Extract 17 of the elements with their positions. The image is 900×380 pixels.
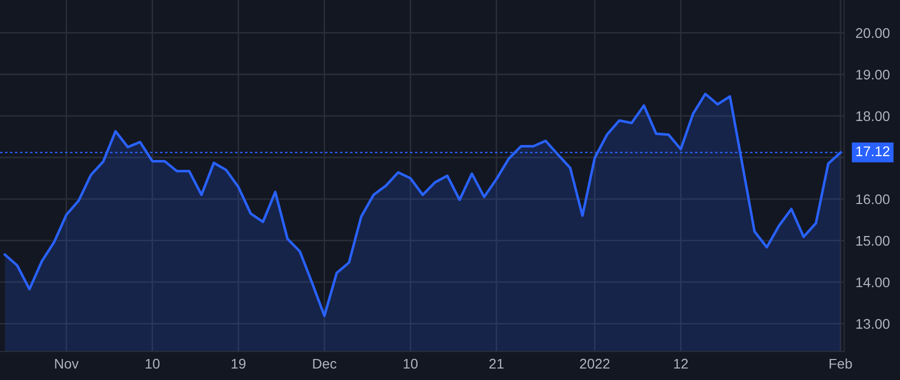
y-tick-label: 19.00 [856,70,890,80]
ref-line-label: 17.12 [856,146,890,156]
y-tick-label: 13.00 [856,318,890,329]
x-tick-label: 21 [489,358,504,369]
x-tick-label: 10 [146,358,160,369]
x-tick-label: 2022 [580,358,610,369]
x-tick-label: Feb [830,358,852,369]
x-tick-label: Nov [55,358,79,369]
x-tick-label: 10 [404,358,418,369]
x-tick-label: 12 [674,358,688,369]
y-tick-label: 15.00 [856,236,890,246]
y-tick-label: 18.00 [856,111,890,122]
y-tick-label: 14.00 [856,277,890,288]
x-tick-label: Dec [313,358,336,369]
y-tick-label: 16.00 [856,194,890,204]
y-tick-label: 20.00 [856,28,890,38]
x-tick-label: 19 [232,358,246,369]
